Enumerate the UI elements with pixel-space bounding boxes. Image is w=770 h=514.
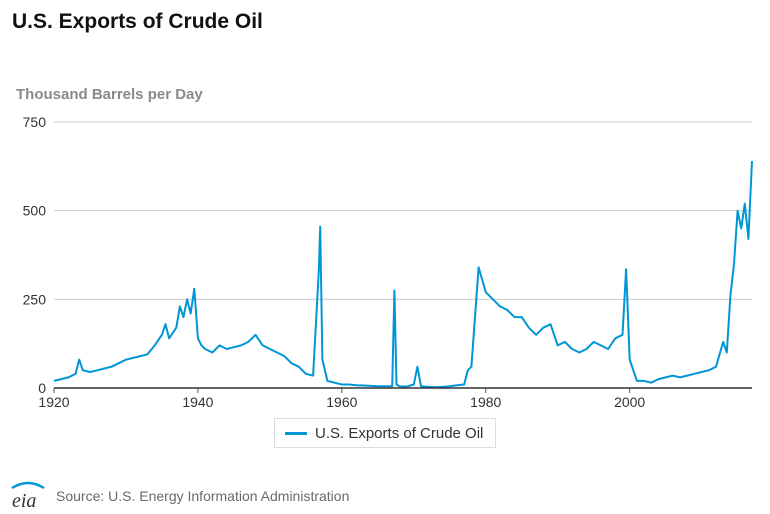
- series-line: [53, 160, 753, 389]
- y-tick-label: 250: [23, 291, 47, 307]
- source-note: Source: U.S. Energy Information Administ…: [56, 488, 350, 504]
- legend[interactable]: U.S. Exports of Crude Oil: [274, 418, 496, 448]
- y-axis-label: Thousand Barrels per Day: [16, 86, 203, 103]
- x-tick-label: 1940: [182, 394, 213, 410]
- x-tick-label: 2000: [614, 394, 645, 410]
- eia-logo: eia: [11, 481, 45, 512]
- x-tick-label: 1960: [326, 394, 357, 410]
- y-tick-label: 0: [38, 380, 46, 396]
- logo-text: eia: [12, 490, 36, 512]
- x-tick-label: 1980: [470, 394, 501, 410]
- legend-swatch: [285, 431, 307, 435]
- x-tick-label: 1920: [38, 394, 69, 410]
- y-tick-label: 500: [23, 203, 47, 219]
- chart-title: U.S. Exports of Crude Oil: [12, 10, 263, 33]
- logo-arc: [11, 481, 45, 490]
- legend-label: U.S. Exports of Crude Oil: [315, 424, 484, 442]
- y-tick-label: 750: [23, 114, 47, 130]
